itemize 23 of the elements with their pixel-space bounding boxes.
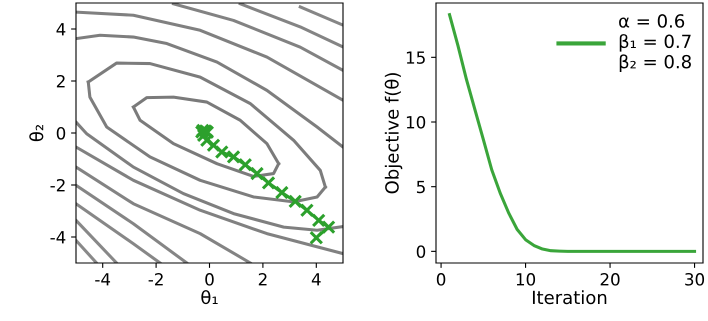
x-tick-label: 2 (258, 273, 267, 286)
y-tick-label: 15 (406, 52, 425, 64)
y-tick-label: -2 (50, 178, 65, 192)
x-tick-label: 4 (312, 273, 321, 286)
x-tick-label: -4 (95, 273, 110, 286)
x-axis-title: Iteration (532, 290, 606, 304)
legend-label: α = 0.6 β₁ = 0.7 β₂ = 0.8 (619, 14, 691, 72)
x-tick-label: -2 (148, 273, 163, 286)
y-tick-label: -4 (50, 231, 66, 244)
x-tick-label: 0 (436, 273, 446, 286)
y-tick-label: 0 (416, 245, 426, 258)
x-tick-label: 10 (516, 273, 536, 286)
y-tick-label: 2 (56, 74, 65, 88)
x-tick-label: 30 (685, 273, 704, 286)
y-axis-title: θ₂ (29, 124, 44, 142)
x-tick-label: 0 (205, 273, 214, 286)
y-tick-label: 5 (416, 180, 425, 194)
x-tick-label: 20 (600, 273, 620, 286)
y-axis-title: Objective f(θ) (384, 73, 402, 194)
x-axis-title: θ₁ (201, 290, 218, 304)
y-tick-label: 10 (406, 116, 426, 129)
y-tick-label: 0 (56, 126, 66, 140)
y-tick-label: 4 (56, 23, 66, 36)
